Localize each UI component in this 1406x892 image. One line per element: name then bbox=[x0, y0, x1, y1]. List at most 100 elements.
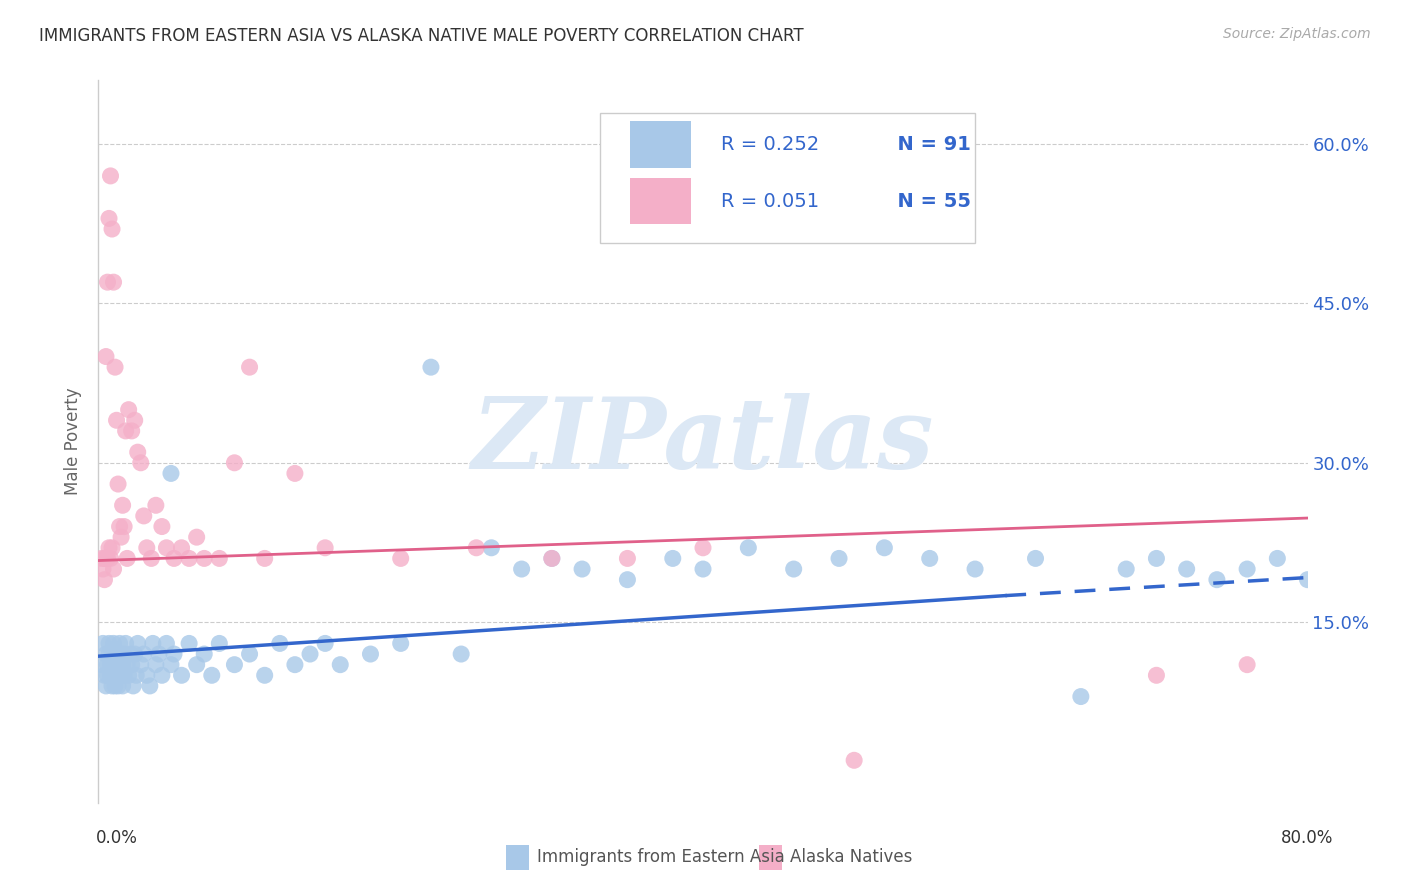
Point bbox=[118, 668, 141, 682]
Point bbox=[100, 169, 122, 183]
Point bbox=[208, 551, 231, 566]
Point bbox=[142, 636, 165, 650]
Point bbox=[103, 275, 125, 289]
Point bbox=[118, 402, 141, 417]
Point bbox=[737, 541, 759, 555]
Point bbox=[110, 530, 132, 544]
Point bbox=[616, 573, 638, 587]
Point bbox=[93, 551, 115, 566]
Point bbox=[1024, 551, 1046, 566]
Point bbox=[107, 679, 129, 693]
Point bbox=[239, 360, 262, 375]
Point bbox=[103, 657, 125, 672]
Point bbox=[111, 498, 134, 512]
Point bbox=[314, 541, 336, 555]
Point bbox=[1236, 562, 1258, 576]
Point bbox=[132, 647, 155, 661]
Point bbox=[132, 508, 155, 523]
Text: Source: ZipAtlas.com: Source: ZipAtlas.com bbox=[1223, 27, 1371, 41]
Point bbox=[121, 657, 143, 672]
Point bbox=[111, 679, 134, 693]
Point bbox=[145, 657, 167, 672]
Point bbox=[179, 636, 201, 650]
Point bbox=[91, 636, 114, 650]
Point bbox=[224, 657, 246, 672]
Point bbox=[101, 222, 124, 236]
Point bbox=[96, 551, 118, 566]
Point bbox=[510, 562, 533, 576]
Point bbox=[105, 657, 128, 672]
FancyBboxPatch shape bbox=[630, 121, 690, 168]
Point bbox=[329, 657, 352, 672]
Point bbox=[120, 647, 142, 661]
Point bbox=[105, 413, 128, 427]
Point bbox=[299, 647, 322, 661]
Point bbox=[103, 562, 125, 576]
Point bbox=[129, 456, 152, 470]
Point bbox=[360, 647, 382, 661]
Text: 0.0%: 0.0% bbox=[96, 829, 138, 847]
Point bbox=[114, 424, 136, 438]
Point bbox=[1144, 668, 1167, 682]
Point bbox=[103, 668, 125, 682]
Point bbox=[105, 668, 128, 682]
Point bbox=[224, 456, 246, 470]
Point bbox=[93, 668, 115, 682]
Point bbox=[110, 647, 132, 661]
Point bbox=[127, 445, 149, 459]
Point bbox=[96, 657, 118, 672]
Point bbox=[844, 753, 866, 767]
Point bbox=[269, 636, 291, 650]
Point bbox=[100, 551, 122, 566]
Point bbox=[1296, 573, 1319, 587]
Point bbox=[94, 551, 117, 566]
Point bbox=[155, 636, 177, 650]
FancyBboxPatch shape bbox=[600, 112, 976, 243]
Point bbox=[481, 541, 503, 555]
Point bbox=[1115, 562, 1137, 576]
Text: ZIPatlas: ZIPatlas bbox=[472, 393, 934, 490]
Point bbox=[692, 562, 714, 576]
Point bbox=[112, 668, 135, 682]
Point bbox=[104, 360, 127, 375]
Point bbox=[253, 551, 276, 566]
Point bbox=[828, 551, 851, 566]
Point bbox=[121, 424, 143, 438]
Point bbox=[163, 551, 186, 566]
Point bbox=[465, 541, 488, 555]
Point bbox=[1144, 551, 1167, 566]
Point bbox=[96, 668, 118, 682]
Text: Alaska Natives: Alaska Natives bbox=[790, 848, 912, 866]
Point bbox=[284, 467, 307, 481]
Point bbox=[100, 668, 122, 682]
Point bbox=[314, 636, 336, 650]
Point bbox=[103, 636, 125, 650]
Point bbox=[124, 647, 146, 661]
Point bbox=[108, 657, 131, 672]
Point bbox=[160, 467, 183, 481]
Point bbox=[115, 551, 138, 566]
Text: N = 55: N = 55 bbox=[884, 192, 972, 211]
Point bbox=[94, 350, 117, 364]
Point bbox=[170, 541, 193, 555]
Point bbox=[692, 541, 714, 555]
Point bbox=[100, 657, 122, 672]
Point bbox=[107, 647, 129, 661]
Point bbox=[389, 636, 412, 650]
Point bbox=[129, 657, 152, 672]
Point bbox=[208, 636, 231, 650]
Text: R = 0.051: R = 0.051 bbox=[721, 192, 820, 211]
Point bbox=[186, 530, 208, 544]
Point bbox=[193, 647, 215, 661]
Point bbox=[1070, 690, 1092, 704]
Point bbox=[239, 647, 262, 661]
Point bbox=[96, 275, 118, 289]
Point bbox=[1206, 573, 1229, 587]
FancyBboxPatch shape bbox=[630, 178, 690, 225]
Point bbox=[125, 668, 148, 682]
Point bbox=[160, 657, 183, 672]
Point bbox=[115, 657, 138, 672]
Point bbox=[122, 679, 145, 693]
Point bbox=[965, 562, 987, 576]
Point bbox=[104, 647, 127, 661]
